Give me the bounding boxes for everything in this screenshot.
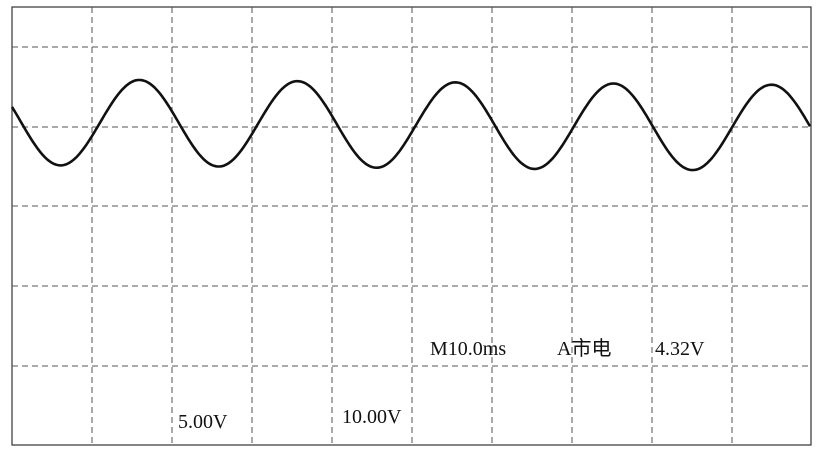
waveform	[10, 78, 812, 172]
ch2-scale-label: 10.00V	[342, 406, 402, 428]
trigger-label: A市电	[557, 337, 611, 360]
trigger-level-label: 4.32V	[655, 338, 705, 360]
graticule	[12, 7, 811, 445]
timebase-label: M10.0ms	[430, 338, 506, 360]
ch1-scale-label: 5.00V	[178, 411, 228, 433]
